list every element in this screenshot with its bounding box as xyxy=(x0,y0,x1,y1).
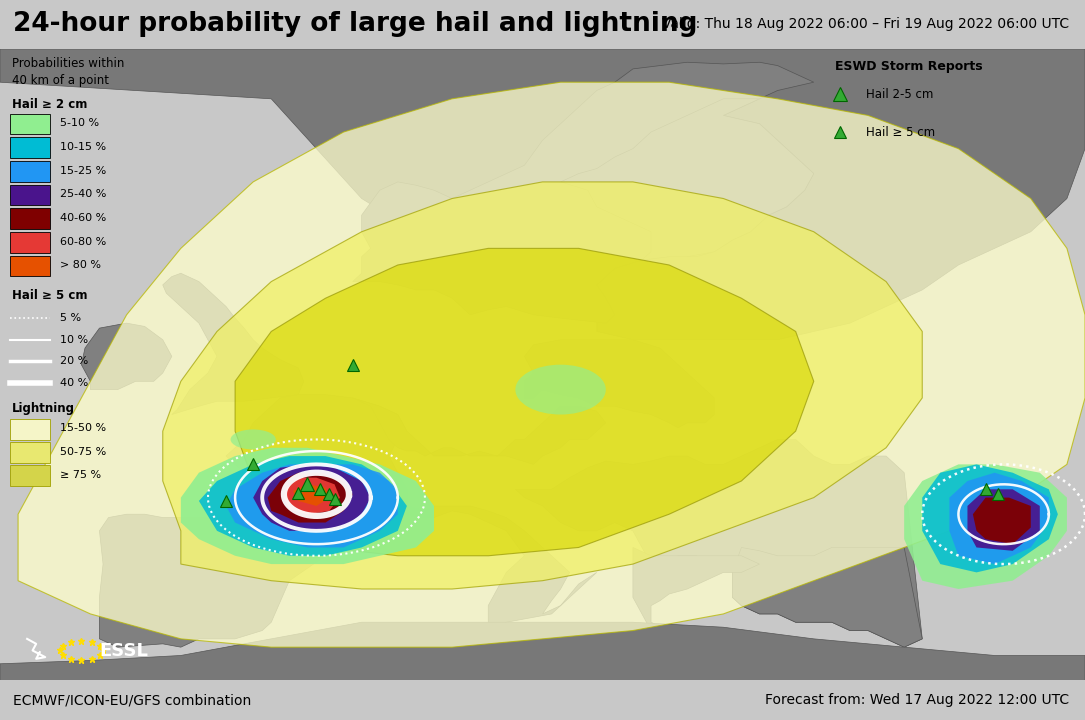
Bar xyxy=(10,138,50,158)
Bar xyxy=(10,232,50,253)
Polygon shape xyxy=(293,485,329,506)
Polygon shape xyxy=(353,62,814,323)
Text: 5 %: 5 % xyxy=(60,313,81,323)
Ellipse shape xyxy=(515,364,605,415)
Text: > 80 %: > 80 % xyxy=(60,260,101,270)
Polygon shape xyxy=(973,498,1031,544)
Text: ≥ 75 %: ≥ 75 % xyxy=(60,469,101,480)
Bar xyxy=(10,161,50,181)
Text: Lightning: Lightning xyxy=(12,402,75,415)
Polygon shape xyxy=(353,398,605,464)
Text: Valid: Thu 18 Aug 2022 06:00 – Fri 19 Aug 2022 06:00 UTC: Valid: Thu 18 Aug 2022 06:00 – Fri 19 Au… xyxy=(662,17,1069,30)
Text: 40-60 %: 40-60 % xyxy=(60,213,106,223)
Polygon shape xyxy=(732,547,922,647)
Text: 10 %: 10 % xyxy=(60,335,88,345)
Polygon shape xyxy=(398,506,597,627)
Text: 25-40 %: 25-40 % xyxy=(60,189,106,199)
Polygon shape xyxy=(515,439,922,647)
Polygon shape xyxy=(235,248,814,556)
Bar xyxy=(10,256,50,276)
Bar xyxy=(10,208,50,229)
Polygon shape xyxy=(199,456,407,556)
Polygon shape xyxy=(0,622,1085,680)
Text: ESWD Storm Reports: ESWD Storm Reports xyxy=(834,60,982,73)
Text: ESSL: ESSL xyxy=(100,642,149,660)
Bar xyxy=(10,185,50,205)
Polygon shape xyxy=(0,49,1085,340)
Text: Hail 2-5 cm: Hail 2-5 cm xyxy=(866,88,933,101)
Text: ECMWF/ICON-EU/GFS combination: ECMWF/ICON-EU/GFS combination xyxy=(13,693,252,707)
Text: 24-hour probability of large hail and lightning: 24-hour probability of large hail and li… xyxy=(13,11,698,37)
Text: 10-15 %: 10-15 % xyxy=(60,142,106,152)
Polygon shape xyxy=(226,395,407,523)
Polygon shape xyxy=(18,82,1085,647)
Polygon shape xyxy=(633,547,760,639)
Bar xyxy=(10,419,50,439)
Text: Hail ≥ 5 cm: Hail ≥ 5 cm xyxy=(12,289,88,302)
Polygon shape xyxy=(226,464,398,547)
Polygon shape xyxy=(253,464,371,531)
Text: Hail ≥ 5 cm: Hail ≥ 5 cm xyxy=(866,125,935,139)
Text: Hail ≥ 2 cm: Hail ≥ 2 cm xyxy=(12,98,88,111)
Polygon shape xyxy=(163,274,304,415)
Polygon shape xyxy=(561,99,814,260)
Polygon shape xyxy=(181,448,434,564)
Text: 20 %: 20 % xyxy=(60,356,89,366)
Polygon shape xyxy=(524,340,714,428)
Polygon shape xyxy=(904,464,1067,589)
Bar xyxy=(10,114,50,134)
Text: 50-75 %: 50-75 % xyxy=(60,446,106,456)
Ellipse shape xyxy=(230,430,276,449)
Text: 40 %: 40 % xyxy=(60,378,89,387)
Polygon shape xyxy=(268,473,353,523)
Text: 60-80 %: 60-80 % xyxy=(60,237,106,246)
Text: 15-50 %: 15-50 % xyxy=(60,423,106,433)
Text: Forecast from: Wed 17 Aug 2022 12:00 UTC: Forecast from: Wed 17 Aug 2022 12:00 UTC xyxy=(765,693,1069,707)
Polygon shape xyxy=(100,514,334,647)
Text: 15-25 %: 15-25 % xyxy=(60,166,106,176)
Polygon shape xyxy=(81,323,171,390)
Text: Probabilities within
40 km of a point: Probabilities within 40 km of a point xyxy=(12,57,125,87)
Bar xyxy=(10,442,50,462)
Polygon shape xyxy=(922,464,1058,572)
Polygon shape xyxy=(968,490,1039,551)
Bar xyxy=(10,465,50,485)
Polygon shape xyxy=(949,473,1049,564)
Polygon shape xyxy=(163,182,922,589)
Polygon shape xyxy=(284,477,340,514)
Text: 5-10 %: 5-10 % xyxy=(60,118,100,128)
